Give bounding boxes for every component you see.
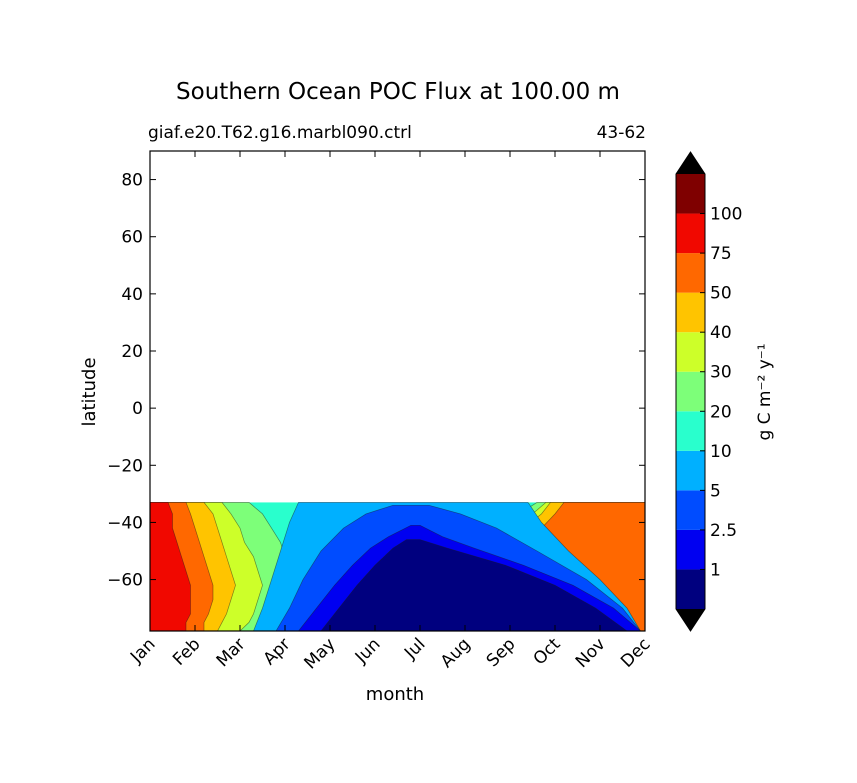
colorbar-tick-label: 75 <box>710 244 732 264</box>
chart-subtitle-years: 43-62 <box>597 123 646 143</box>
colorbar-label: g C m⁻² y⁻¹ <box>755 343 775 440</box>
y-tick-label: 40 <box>121 285 143 305</box>
chart-subtitle-case: giaf.e20.T62.g16.marbl090.ctrl <box>148 123 412 143</box>
colorbar-swatch <box>676 332 705 372</box>
y-tick-label: 20 <box>121 342 143 362</box>
x-tick-label: Dec <box>617 634 654 671</box>
y-tick-label: −40 <box>107 513 143 533</box>
x-tick-label: Apr <box>260 634 295 669</box>
colorbar-tick-label: 5 <box>710 481 721 501</box>
colorbar-extend-high <box>676 152 705 174</box>
y-tick-label: 80 <box>121 171 143 191</box>
y-axis-label: latitude <box>79 357 100 426</box>
y-tick-label: −60 <box>107 571 143 591</box>
x-tick-label: Aug <box>437 634 475 672</box>
colorbar-swatch <box>676 411 705 451</box>
x-tick-label: Mar <box>213 634 250 671</box>
y-tick-label: 60 <box>121 228 143 248</box>
x-tick-label: Jan <box>126 634 159 667</box>
y-tick-label: 0 <box>132 399 143 419</box>
colorbar-tick-label: 10 <box>710 442 732 462</box>
y-axis: 80 60 40 20 0 −20 −40 −60 <box>107 171 645 591</box>
x-tick-label: Oct <box>530 634 565 669</box>
x-tick-label: Sep <box>483 634 520 671</box>
contour-band-0-1 <box>320 539 628 631</box>
colorbar-swatch <box>676 292 705 333</box>
colorbar-swatch <box>676 450 705 491</box>
x-tick-label: Nov <box>572 634 610 672</box>
colorbar-swatch <box>676 371 705 412</box>
x-tick-label: Jun <box>351 634 385 668</box>
colorbar-swatch <box>676 490 705 530</box>
contour-fill-area <box>150 502 645 631</box>
chart-title: Southern Ocean POC Flux at 100.00 m <box>176 79 620 105</box>
contour-band-75-100-west <box>150 502 191 631</box>
colorbar-tick-label: 100 <box>710 205 742 225</box>
colorbar-tick-label: 1 <box>710 560 721 580</box>
colorbar-swatch <box>676 213 705 254</box>
colorbar-tick-label: 20 <box>710 402 732 422</box>
colorbar-swatch <box>676 569 705 609</box>
colorbar-tick-label: 30 <box>710 363 732 383</box>
colorbar-tick-label: 50 <box>710 284 732 304</box>
colorbar-swatch <box>676 253 705 293</box>
x-tick-label: Jul <box>400 634 429 663</box>
colorbar-swatch <box>676 529 705 570</box>
colorbar-tick-label: 40 <box>710 323 732 343</box>
colorbar: 1 2.5 5 10 20 30 40 50 75 100 <box>675 151 742 632</box>
colorbar-frame <box>675 151 706 632</box>
colorbar-swatch <box>676 174 705 214</box>
colorbar-tick-label: 2.5 <box>710 521 737 541</box>
y-tick-label: −20 <box>107 456 143 476</box>
x-axis-label: month <box>366 684 424 705</box>
x-tick-label: Feb <box>169 634 204 669</box>
plot-frame <box>149 150 646 632</box>
colorbar-extend-low <box>676 609 705 631</box>
x-tick-label: May <box>301 634 340 673</box>
